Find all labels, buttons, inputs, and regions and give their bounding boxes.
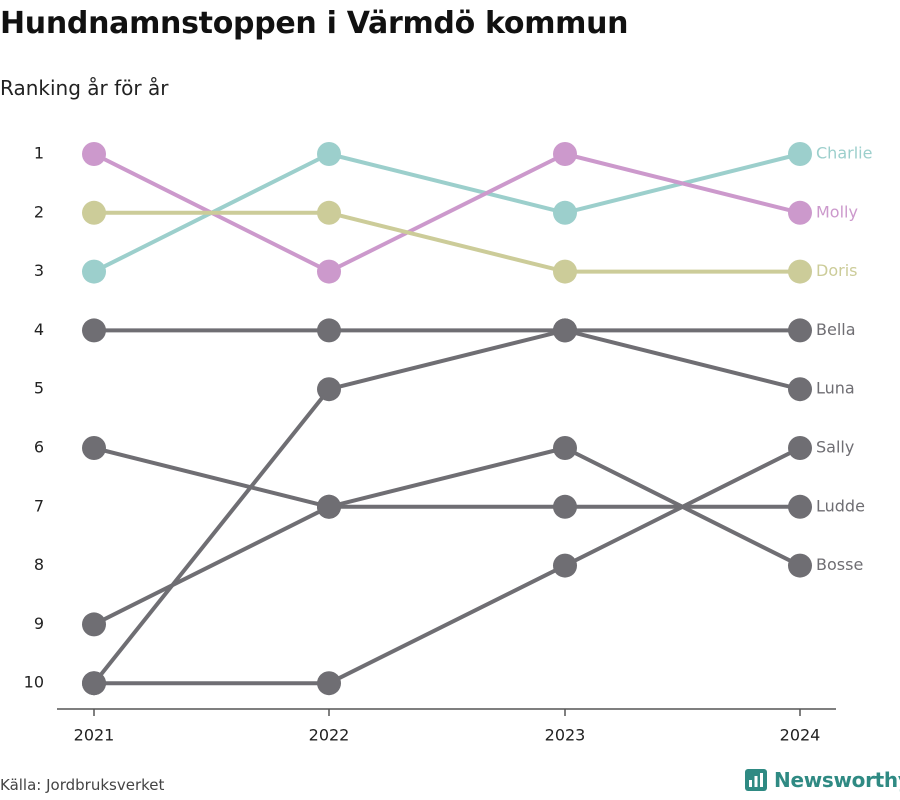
x-tick-label: 2022 (309, 726, 350, 745)
series-line-bosse (92, 446, 802, 568)
series-point-ludde (788, 494, 812, 519)
series-point-doris (317, 200, 341, 225)
x-tick-label: 2024 (780, 726, 821, 745)
series-point-luna (317, 377, 341, 402)
chart-subtitle: Ranking år för år (0, 76, 169, 100)
brand-name: Newsworthy (774, 768, 900, 792)
series-point-bosse (317, 494, 341, 519)
newsworthy-logo-icon (745, 769, 767, 791)
chart-title: Hundnamnstoppen i Värmdö kommun (0, 6, 629, 41)
series-line-luna (92, 328, 802, 686)
series-point-charlie (317, 142, 341, 166)
y-tick-label: 5 (34, 379, 44, 398)
series-point-molly (82, 142, 106, 166)
series-point-charlie (788, 142, 812, 166)
series-point-doris (553, 259, 577, 284)
x-axis: 2021 2022 2023 2024 (57, 708, 836, 745)
series-line-ludde (92, 504, 802, 627)
y-tick-label: 10 (24, 673, 44, 692)
series-point-doris (788, 259, 812, 284)
series-point-molly (317, 259, 341, 284)
y-tick-label: 2 (34, 202, 44, 221)
y-tick-label: 6 (34, 438, 44, 457)
series-label-molly: Molly (816, 202, 858, 221)
y-tick-label: 3 (34, 261, 44, 280)
series-label-luna: Luna (816, 379, 855, 398)
series-point-charlie (553, 200, 577, 225)
x-tick-label: 2021 (74, 726, 115, 745)
series-label-bosse: Bosse (816, 555, 863, 574)
series-end-labels: Charlie Molly Doris Bella Luna Sally Ludde Boss… (816, 144, 872, 575)
source-note: Källa: Jordbruksverket (0, 776, 165, 794)
series-point-sally (553, 553, 577, 578)
series-point-molly (553, 142, 577, 166)
series-point-doris (82, 200, 106, 225)
series-point-bella (317, 318, 341, 343)
series-point-ludde (82, 612, 106, 637)
y-tick-label: 4 (34, 320, 44, 339)
y-tick-label: 9 (34, 614, 44, 633)
y-axis: 1 2 3 4 5 6 7 8 9 10 (24, 144, 44, 692)
x-tick-label: 2023 (545, 726, 586, 745)
brand: Newsworthy (744, 768, 900, 792)
series-label-sally: Sally (816, 438, 854, 457)
series-point-sally (82, 671, 106, 696)
series-point-bosse (82, 436, 106, 460)
series-point-bosse (553, 436, 577, 460)
y-tick-label: 7 (34, 496, 44, 515)
series-line-doris (92, 210, 802, 274)
series-point-luna (788, 377, 812, 402)
series-point-charlie (82, 259, 106, 284)
series-lines (92, 152, 802, 686)
series-point-sally (317, 671, 341, 696)
y-tick-label: 1 (34, 144, 44, 163)
series-label-ludde: Ludde (816, 496, 865, 515)
series-point-molly (788, 200, 812, 225)
series-point-luna (553, 318, 577, 343)
series-points (82, 142, 812, 696)
series-point-bosse (788, 553, 812, 578)
series-label-charlie: Charlie (816, 144, 872, 163)
series-line-sally (92, 446, 802, 686)
series-point-bella (788, 318, 812, 343)
series-label-bella: Bella (816, 320, 856, 339)
series-point-sally (788, 436, 812, 460)
series-label-doris: Doris (816, 261, 857, 280)
y-tick-label: 8 (34, 555, 44, 574)
series-point-bella (82, 318, 106, 343)
series-point-ludde (553, 494, 577, 519)
